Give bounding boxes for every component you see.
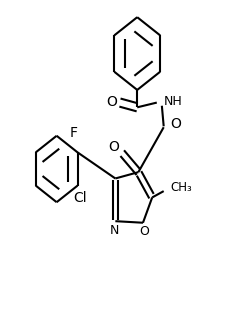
Text: Cl: Cl: [73, 191, 87, 205]
Text: O: O: [108, 140, 119, 154]
Text: O: O: [106, 95, 117, 109]
Text: N: N: [110, 224, 119, 236]
Text: F: F: [69, 126, 77, 140]
Text: CH₃: CH₃: [171, 182, 192, 195]
Text: O: O: [139, 225, 149, 238]
Text: NH: NH: [164, 95, 182, 108]
Text: O: O: [170, 117, 181, 131]
